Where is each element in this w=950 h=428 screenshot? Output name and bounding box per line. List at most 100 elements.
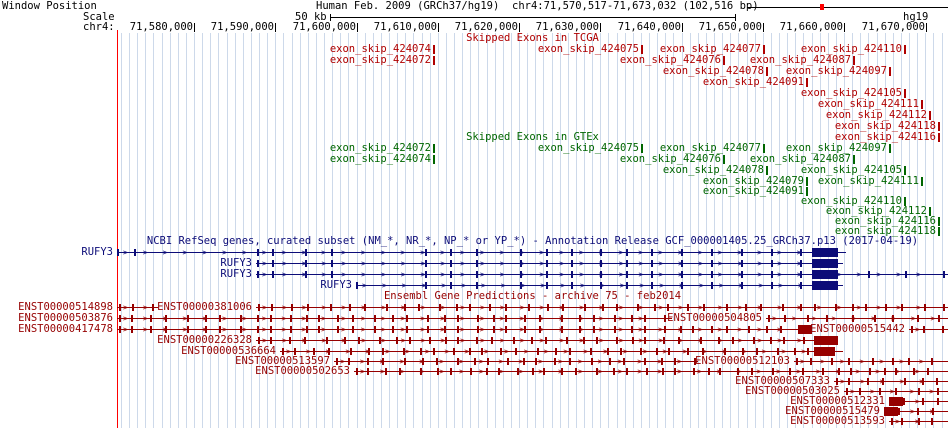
exon[interactable]: [187, 326, 189, 333]
exon[interactable]: [917, 408, 919, 415]
exon[interactable]: [498, 368, 500, 375]
exon[interactable]: [852, 315, 854, 322]
exon[interactable]: [420, 348, 422, 355]
exon[interactable]: [593, 315, 595, 322]
exon[interactable]: [661, 358, 663, 365]
exon[interactable]: [450, 271, 452, 278]
exon-skip-feature[interactable]: [806, 187, 808, 196]
exon-skip-feature[interactable]: [938, 227, 940, 236]
exon-skip-feature[interactable]: [433, 144, 435, 153]
exon-skip-label[interactable]: exon_skip_424097: [785, 65, 887, 77]
exon-skip-label[interactable]: exon_skip_424075: [537, 43, 639, 55]
exon[interactable]: [937, 398, 939, 405]
exon[interactable]: [134, 249, 136, 256]
exon-skip-feature[interactable]: [889, 67, 891, 76]
exon[interactable]: [571, 260, 573, 267]
exon[interactable]: [425, 249, 427, 256]
exon-skip-label[interactable]: exon_skip_424105: [800, 164, 902, 176]
exon[interactable]: [386, 304, 388, 311]
exon[interactable]: [768, 315, 770, 322]
exon[interactable]: [517, 368, 519, 375]
gene-label[interactable]: ENST00000417478: [18, 323, 113, 335]
exon[interactable]: [884, 368, 886, 375]
exon[interactable]: [614, 315, 616, 322]
exon[interactable]: [450, 260, 452, 267]
exon[interactable]: [632, 337, 634, 344]
gene-line[interactable]: [256, 340, 838, 341]
exon[interactable]: [119, 315, 121, 322]
gene-line[interactable]: [334, 361, 698, 362]
exon[interactable]: [425, 282, 427, 289]
exon[interactable]: [644, 326, 646, 333]
exon[interactable]: [399, 368, 401, 375]
exon-skip-label[interactable]: exon_skip_424116: [834, 131, 936, 143]
exon[interactable]: [771, 260, 773, 267]
exon[interactable]: [681, 249, 683, 256]
exon-skip-label[interactable]: exon_skip_424118: [834, 120, 936, 132]
exon[interactable]: [291, 304, 293, 311]
exon[interactable]: [358, 337, 360, 344]
exon[interactable]: [895, 388, 897, 395]
cds-exon[interactable]: [812, 248, 838, 257]
exon[interactable]: [205, 326, 207, 333]
exon[interactable]: [348, 358, 350, 365]
exon-skip-label[interactable]: exon_skip_424087: [749, 153, 851, 165]
exon-skip-label[interactable]: exon_skip_424111: [817, 98, 919, 110]
exon[interactable]: [913, 368, 915, 375]
exon[interactable]: [607, 348, 609, 355]
exon[interactable]: [756, 348, 758, 355]
exon-skip-label[interactable]: exon_skip_424074: [329, 43, 431, 55]
exon[interactable]: [600, 260, 602, 267]
exon[interactable]: [307, 304, 309, 311]
exon[interactable]: [742, 348, 744, 355]
exon[interactable]: [656, 348, 658, 355]
exon[interactable]: [609, 358, 611, 365]
exon[interactable]: [783, 337, 785, 344]
exon[interactable]: [616, 304, 618, 311]
exon[interactable]: [932, 408, 934, 415]
gene-line[interactable]: [354, 371, 948, 372]
exon[interactable]: [304, 337, 306, 344]
exon[interactable]: [943, 304, 945, 311]
cds-exon[interactable]: [884, 407, 898, 416]
exon[interactable]: [924, 304, 926, 311]
exon[interactable]: [593, 326, 595, 333]
exon[interactable]: [584, 304, 586, 311]
exon[interactable]: [741, 282, 743, 289]
exon[interactable]: [687, 304, 689, 311]
exon[interactable]: [457, 337, 459, 344]
exon[interactable]: [711, 326, 713, 333]
exon[interactable]: [500, 348, 502, 355]
exon[interactable]: [546, 249, 548, 256]
exon-skip-feature[interactable]: [853, 155, 855, 164]
exon[interactable]: [663, 337, 665, 344]
exon[interactable]: [614, 326, 616, 333]
exon[interactable]: [457, 326, 459, 333]
exon-skip-label[interactable]: exon_skip_424078: [662, 65, 764, 77]
exon[interactable]: [575, 368, 577, 375]
exon[interactable]: [331, 260, 333, 267]
exon[interactable]: [692, 326, 694, 333]
exon[interactable]: [476, 337, 478, 344]
exon[interactable]: [257, 249, 259, 256]
exon[interactable]: [450, 282, 452, 289]
exon-skip-feature[interactable]: [929, 207, 931, 216]
exon-skip-label[interactable]: exon_skip_424097: [785, 142, 887, 154]
exon[interactable]: [838, 368, 840, 375]
exon[interactable]: [848, 378, 850, 385]
exon[interactable]: [444, 315, 446, 322]
exon[interactable]: [368, 348, 370, 355]
exon[interactable]: [352, 315, 354, 322]
exon[interactable]: [535, 358, 537, 365]
exon[interactable]: [741, 249, 743, 256]
gene-label[interactable]: ENST00000536664: [181, 345, 276, 357]
exon[interactable]: [337, 326, 339, 333]
gene-label[interactable]: ENST00000515442: [810, 323, 905, 335]
cds-exon[interactable]: [812, 270, 838, 279]
exon[interactable]: [477, 315, 479, 322]
exon[interactable]: [165, 326, 167, 333]
exon[interactable]: [336, 358, 338, 365]
exon[interactable]: [623, 358, 625, 365]
exon[interactable]: [409, 337, 411, 344]
exon-skip-feature[interactable]: [904, 166, 906, 175]
